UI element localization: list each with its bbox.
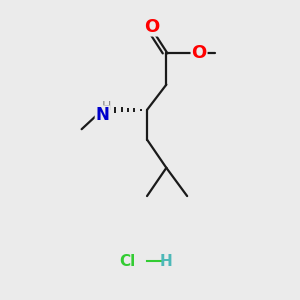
Text: Cl: Cl bbox=[120, 254, 136, 269]
Text: O: O bbox=[191, 44, 207, 62]
Text: H: H bbox=[160, 254, 173, 269]
Text: H: H bbox=[101, 100, 111, 113]
Text: O: O bbox=[144, 18, 159, 36]
Text: N: N bbox=[95, 106, 110, 124]
